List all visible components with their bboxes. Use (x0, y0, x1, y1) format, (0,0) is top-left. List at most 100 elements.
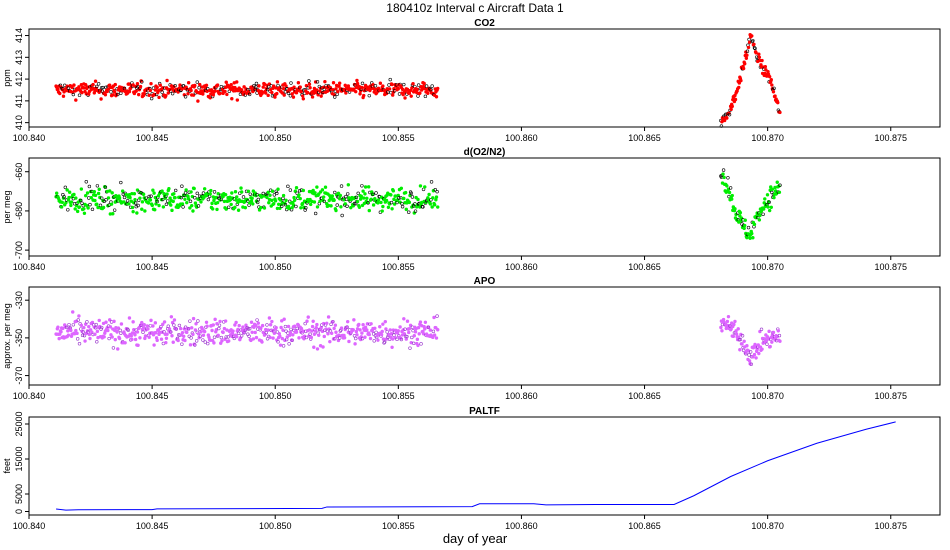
data-point (246, 199, 250, 203)
data-point (293, 189, 297, 193)
data-point (229, 82, 233, 87)
data-point (82, 207, 86, 211)
data-point (128, 195, 132, 200)
x-tick-label: 100.855 (382, 391, 415, 401)
data-point (239, 186, 243, 190)
data-point (115, 330, 119, 334)
data-point (743, 61, 747, 66)
data-point (419, 342, 423, 346)
data-point (247, 92, 252, 97)
data-point (95, 329, 100, 334)
data-point (726, 176, 730, 180)
data-point (360, 81, 365, 86)
data-point (768, 344, 772, 349)
data-point (371, 332, 376, 336)
data-point (147, 194, 151, 199)
data-point (339, 184, 344, 188)
data-point (283, 324, 288, 329)
data-point (67, 195, 71, 200)
data-point (361, 323, 365, 327)
data-point (343, 83, 347, 88)
data-point (210, 207, 215, 211)
data-point (160, 90, 164, 94)
data-point (757, 52, 761, 56)
data-point (409, 191, 413, 196)
data-point (412, 334, 416, 338)
data-point (70, 85, 74, 90)
data-point (109, 202, 114, 206)
y-tick-label: 414 (14, 28, 24, 43)
data-point (345, 204, 349, 209)
data-point (369, 197, 373, 202)
data-point (140, 200, 145, 204)
data-point (193, 201, 198, 205)
data-point (182, 193, 187, 198)
data-point (119, 91, 123, 95)
data-point (215, 83, 220, 87)
data-point (243, 205, 248, 210)
data-point (367, 93, 371, 98)
data-point (294, 204, 298, 209)
data-point (153, 208, 157, 212)
data-point (747, 359, 752, 363)
data-point (80, 90, 84, 95)
data-point (188, 206, 192, 210)
data-point (397, 196, 401, 200)
data-point (431, 335, 435, 340)
data-point (125, 199, 130, 203)
data-point (76, 318, 80, 322)
data-point (727, 112, 732, 117)
data-point (180, 330, 185, 335)
data-points (54, 168, 782, 240)
data-point (751, 355, 755, 359)
data-point (58, 91, 62, 96)
data-point (284, 198, 288, 203)
data-point (191, 93, 196, 97)
data-point (334, 208, 338, 213)
data-point (305, 201, 309, 205)
data-point (297, 189, 302, 193)
data-point (368, 336, 373, 341)
data-point (164, 93, 168, 98)
data-point (270, 198, 274, 203)
data-point (90, 320, 95, 325)
data-point (205, 324, 209, 328)
data-point (297, 336, 301, 340)
data-point (127, 89, 132, 94)
data-point (204, 83, 209, 87)
data-point (191, 332, 195, 337)
data-point (193, 83, 197, 88)
data-point (130, 337, 134, 342)
data-point (278, 343, 283, 347)
data-point (225, 92, 229, 97)
data-point (75, 331, 79, 336)
data-point (147, 335, 151, 339)
data-point (726, 314, 731, 319)
data-point (432, 315, 436, 320)
data-point (322, 87, 326, 91)
data-point (358, 197, 363, 201)
data-point (423, 320, 428, 324)
data-point (62, 195, 66, 199)
data-point (346, 319, 350, 324)
data-point (738, 337, 743, 342)
data-point (233, 190, 238, 194)
data-point (148, 88, 153, 93)
data-point (59, 205, 64, 209)
data-point (171, 340, 175, 344)
data-point (344, 194, 348, 199)
data-point (340, 213, 344, 218)
data-point (265, 195, 269, 200)
panel-title: d(O2/N2) (464, 147, 506, 158)
data-point (203, 340, 207, 344)
data-point (224, 80, 228, 84)
data-point (349, 205, 353, 210)
data-point (423, 327, 427, 331)
data-point (218, 319, 222, 324)
y-tick-label: -660 (14, 163, 24, 181)
data-point (95, 184, 100, 188)
data-point (291, 95, 296, 99)
data-point (102, 335, 106, 339)
data-point (196, 332, 201, 336)
data-point (281, 328, 285, 332)
